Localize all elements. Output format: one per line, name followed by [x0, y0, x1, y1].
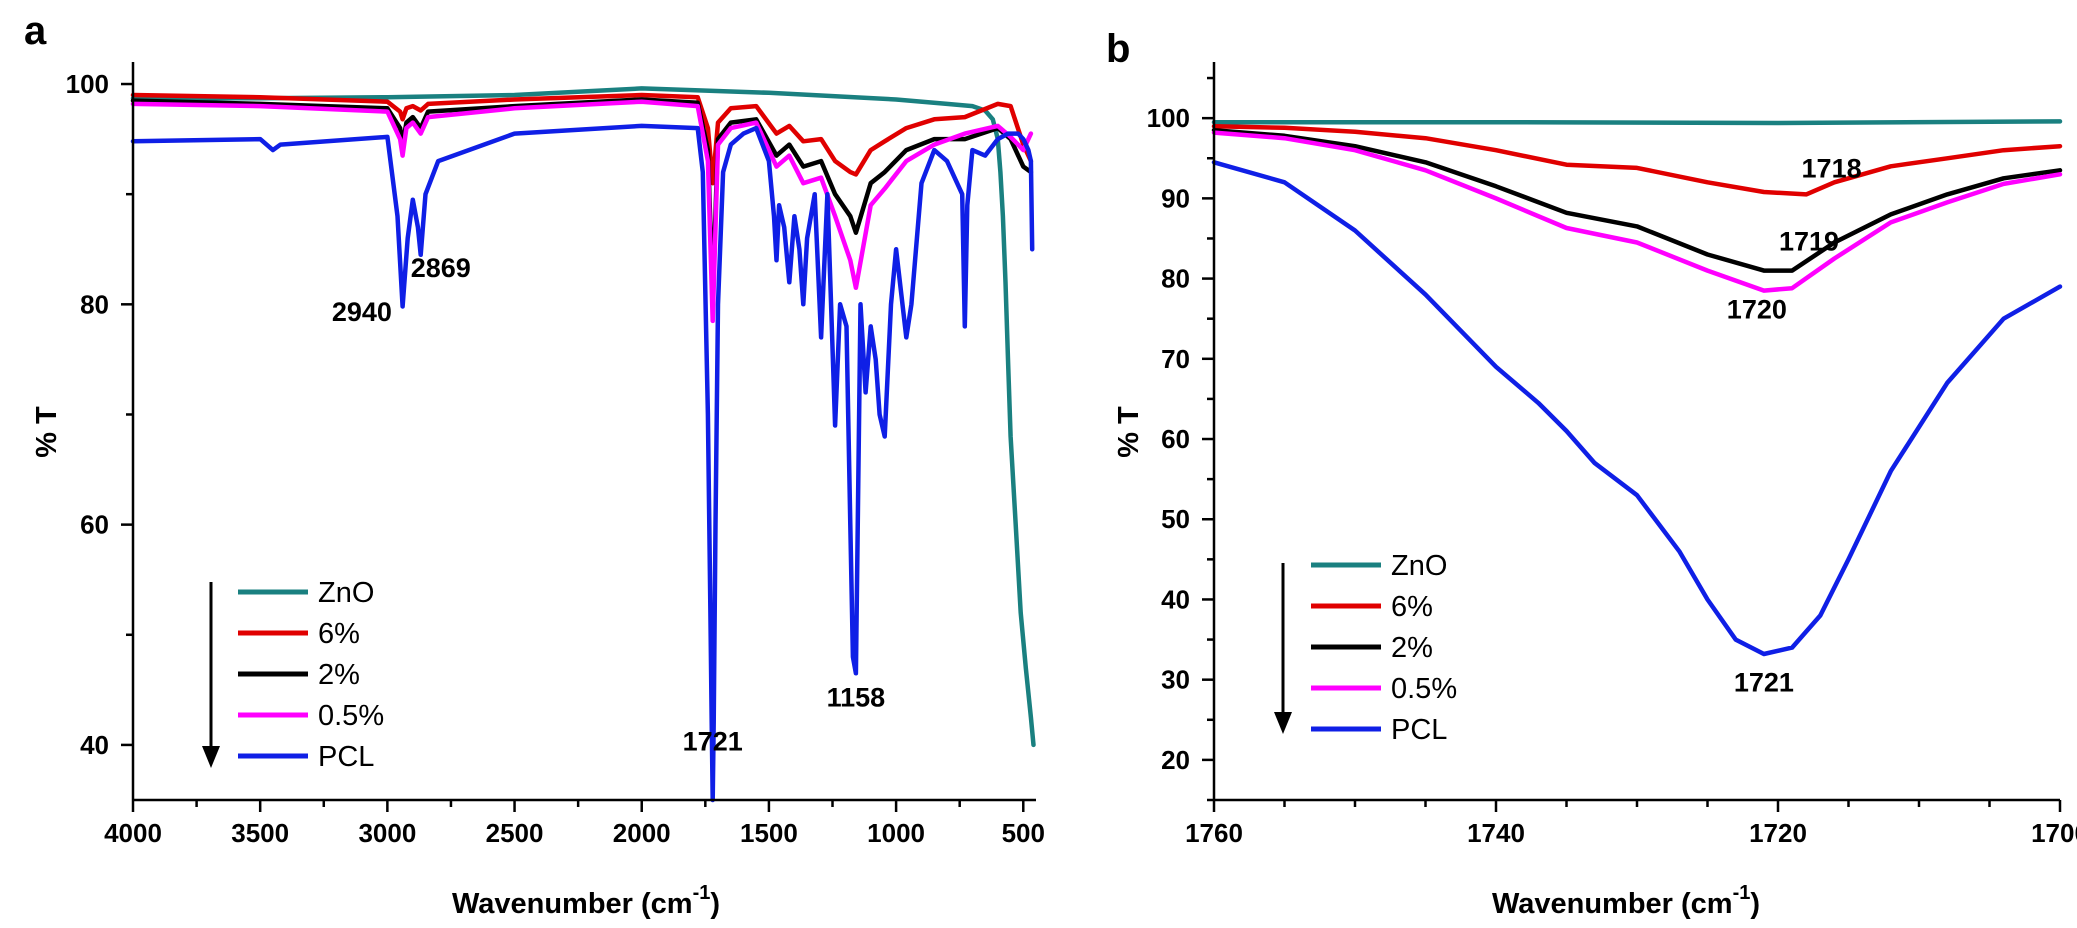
panel-b-y-tick-label: 80 — [1161, 264, 1190, 294]
panel-b-annotation-1721: 1721 — [1734, 668, 1794, 698]
panel-b-x-tick-label: 1740 — [1467, 818, 1525, 848]
panel-b-y-tick-label: 60 — [1161, 424, 1190, 454]
panel-b-annotation-1720: 1720 — [1727, 295, 1787, 325]
panel-b-legend-label-2pct: 2% — [1391, 632, 1433, 664]
panel-a-x-axis-title-main: Wavenumber (cm — [452, 888, 693, 920]
panel-b-x-axis-title-suffix: ) — [1750, 888, 1760, 920]
panel-a-y-tick-label: 100 — [66, 69, 109, 99]
panel-b-y-tick-label: 100 — [1147, 103, 1190, 133]
panel-a-x-axis-title-suffix: ) — [710, 888, 720, 920]
panel-a-legend-label-6pct: 6% — [318, 618, 360, 650]
panel-a-series-0-5pct — [130, 99, 1034, 324]
panel-a-x-tick-label: 3500 — [231, 818, 289, 848]
panel-a-x-axis-title: Wavenumber (cm-1) — [452, 882, 720, 920]
panel-b-series-0-5pct — [1211, 130, 2063, 293]
panel-a-legend-label-0-5pct: 0.5% — [318, 700, 384, 732]
panel-a-y-tick-label: 80 — [80, 289, 109, 319]
panel-b-series-2pct — [1211, 127, 2063, 273]
panel-a-y-tick-label: 60 — [80, 510, 109, 540]
panel-a-series-zno — [130, 86, 1036, 748]
panel-b-y-tick-label: 50 — [1161, 504, 1190, 534]
panel-b-series-zno — [1211, 119, 2063, 126]
panel-a-x-tick-label: 4000 — [104, 818, 162, 848]
panel-a-annotations: 2940 2869 1721 1158 — [332, 253, 885, 757]
panel-b-x-axis-title-main: Wavenumber (cm — [1492, 888, 1733, 920]
panel-a-annotation-2940: 2940 — [332, 297, 392, 327]
panel-b-legend-label-pcl: PCL — [1391, 714, 1447, 746]
panel-b-y-axis-title: % T — [1113, 406, 1145, 458]
panel-a-series-6pct — [130, 92, 1034, 186]
panel-b-annotation-1718: 1718 — [1802, 154, 1862, 184]
panel-b-y-tick-label: 40 — [1161, 584, 1190, 614]
panel-b-label: b — [1106, 27, 1130, 71]
panel-b-x-axis-title: Wavenumber (cm-1) — [1492, 882, 1760, 920]
panel-a-series-pcl — [130, 123, 1035, 803]
panel-a-label: a — [24, 9, 47, 53]
panel-b-legend-label-6pct: 6% — [1391, 591, 1433, 623]
panel-a-legend-label-pcl: PCL — [318, 741, 374, 773]
panel-b-axes: 1760 1740 1720 1700 20 30 40 50 60 70 80 90 100 — [1147, 62, 2077, 848]
panel-b-x-tick-label: 1760 — [1185, 818, 1243, 848]
panel-a-y-tick-label: 40 — [80, 730, 109, 760]
panel-b-y-tick-label: 30 — [1161, 665, 1190, 695]
panel-a-x-tick-label: 500 — [1002, 818, 1045, 848]
panel-a-legend: ZnO 6% 2% 0.5% PCL — [202, 577, 384, 773]
panel-b-x-tick-label: 1700 — [2031, 818, 2077, 848]
panel-a-y-axis-title: % T — [31, 406, 63, 458]
panel-a-legend-arrow-head — [202, 746, 220, 768]
panel-a-legend-label-2pct: 2% — [318, 659, 360, 691]
panel-b-annotations: 1718 1719 1720 1721 — [1727, 154, 1862, 698]
panel-b-legend-label-zno: ZnO — [1391, 550, 1447, 582]
panel-a-x-axis-title-sup: -1 — [693, 882, 711, 904]
panel-a-axes: 4000 3500 3000 2500 2000 1500 1000 500 40 60 80 100 — [66, 62, 1045, 848]
panel-b-x-axis-title-sup: -1 — [1733, 882, 1751, 904]
panel-a-annotation-1721: 1721 — [683, 726, 743, 756]
panel-a-series-2pct — [130, 97, 1034, 298]
panel-b-x-tick-label: 1720 — [1749, 818, 1807, 848]
panel-a-x-tick-label: 2000 — [613, 818, 671, 848]
panel-b-y-tick-label: 90 — [1161, 183, 1190, 213]
panel-a: a 4000 3500 3000 2500 2000 1500 1000 500 40 60 80 1… — [24, 9, 1045, 920]
panel-a-x-tick-label: 1500 — [740, 818, 798, 848]
panel-a-x-tick-label: 2500 — [486, 818, 544, 848]
panel-b-series-group — [1211, 119, 2063, 657]
panel-b-legend: ZnO 6% 2% 0.5% PCL — [1274, 550, 1457, 746]
panel-b: b 1760 1740 1720 1700 20 30 40 50 60 70 80 90 100 17… — [1106, 27, 2077, 920]
panel-b-series-pcl — [1211, 160, 2063, 657]
panel-a-annotation-2869: 2869 — [411, 253, 471, 283]
panel-b-y-tick-label: 70 — [1161, 344, 1190, 374]
panel-b-legend-label-0-5pct: 0.5% — [1391, 673, 1457, 705]
panel-b-legend-arrow-head — [1274, 712, 1292, 734]
panel-a-series-group — [130, 86, 1036, 803]
panel-b-series-6pct — [1211, 123, 2063, 197]
panel-a-x-tick-label: 1000 — [867, 818, 925, 848]
panel-a-annotation-1158: 1158 — [827, 682, 886, 712]
panel-a-x-tick-label: 3000 — [358, 818, 416, 848]
panel-b-annotation-1719: 1719 — [1779, 227, 1839, 257]
panel-a-legend-label-zno: ZnO — [318, 577, 374, 609]
panel-b-y-tick-label: 20 — [1161, 745, 1190, 775]
